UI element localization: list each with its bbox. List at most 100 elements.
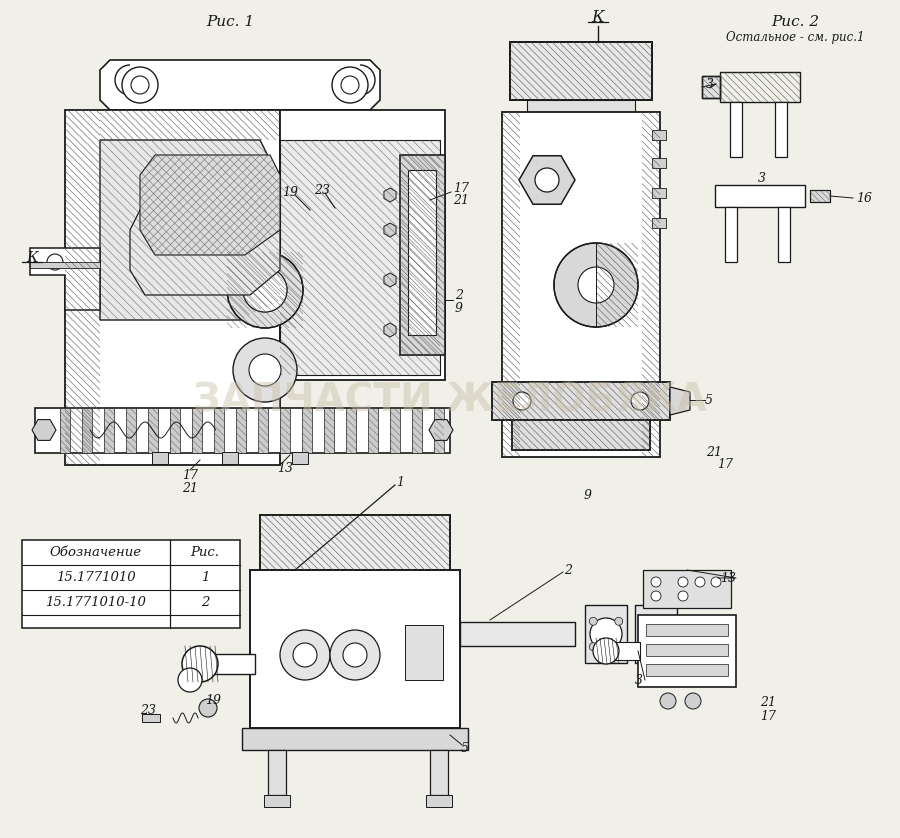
Text: 2: 2 (564, 563, 572, 577)
Bar (148, 408, 158, 453)
Text: 15.1771010: 15.1771010 (56, 571, 136, 584)
Circle shape (332, 67, 368, 103)
Polygon shape (140, 155, 280, 255)
Bar (715, 185, 805, 207)
Circle shape (122, 67, 158, 103)
Circle shape (233, 338, 297, 402)
Bar (30, 262, 100, 268)
Text: Остальное - см. рис.1: Остальное - см. рис.1 (725, 32, 864, 44)
Bar (652, 218, 666, 228)
Text: 13: 13 (277, 462, 293, 474)
Text: 16: 16 (856, 192, 872, 204)
Bar (412, 408, 422, 453)
Bar (35, 408, 450, 453)
Bar (142, 714, 160, 722)
Circle shape (243, 268, 287, 312)
Circle shape (513, 392, 531, 410)
Text: 2: 2 (455, 288, 463, 302)
Bar (260, 515, 450, 570)
Circle shape (615, 618, 623, 625)
Bar (302, 408, 312, 453)
Bar (192, 408, 202, 453)
Circle shape (243, 268, 287, 312)
Bar (646, 644, 728, 656)
Text: 17: 17 (182, 468, 198, 482)
Bar (643, 570, 731, 608)
Text: 3: 3 (706, 77, 714, 91)
Text: 19: 19 (205, 694, 221, 706)
Circle shape (590, 643, 598, 651)
Polygon shape (810, 190, 830, 202)
Text: 21: 21 (453, 194, 469, 206)
Text: 17: 17 (453, 182, 469, 194)
Circle shape (615, 643, 623, 651)
Text: 3: 3 (635, 674, 643, 686)
Bar (608, 642, 640, 660)
Circle shape (678, 577, 688, 587)
Polygon shape (519, 156, 575, 204)
Polygon shape (384, 323, 396, 337)
Circle shape (665, 618, 672, 625)
Circle shape (651, 591, 661, 601)
Bar (292, 452, 308, 464)
Bar (646, 624, 728, 636)
Bar (778, 207, 790, 262)
Circle shape (639, 618, 647, 625)
Bar (22, 540, 240, 628)
Polygon shape (585, 605, 627, 663)
Circle shape (47, 254, 63, 270)
Bar (512, 420, 650, 450)
Bar (408, 170, 436, 335)
Polygon shape (30, 248, 100, 310)
Bar (638, 615, 736, 687)
Circle shape (227, 252, 303, 328)
Bar (405, 625, 443, 680)
Bar (527, 100, 635, 112)
Circle shape (639, 643, 647, 651)
Text: 9: 9 (584, 489, 592, 501)
Bar (725, 207, 737, 262)
Bar (222, 452, 238, 464)
Text: 23: 23 (140, 703, 156, 716)
Circle shape (660, 693, 676, 709)
Bar (400, 155, 445, 355)
Text: 2: 2 (201, 596, 209, 609)
Polygon shape (384, 223, 396, 237)
Bar (368, 408, 378, 453)
Circle shape (293, 643, 317, 667)
Circle shape (182, 646, 218, 682)
Bar (104, 408, 114, 453)
Text: Обозначение: Обозначение (50, 546, 142, 558)
Bar (510, 42, 652, 100)
Bar (652, 188, 666, 198)
Polygon shape (100, 140, 280, 320)
Bar (434, 408, 444, 453)
Bar (430, 750, 448, 795)
Circle shape (695, 577, 705, 587)
Polygon shape (670, 387, 690, 415)
Circle shape (631, 392, 649, 410)
Bar (214, 408, 224, 453)
Bar (730, 102, 742, 157)
Bar (152, 452, 168, 464)
Text: 5: 5 (461, 742, 469, 754)
Circle shape (280, 630, 330, 680)
Circle shape (590, 618, 598, 625)
Circle shape (593, 638, 619, 664)
Bar (268, 750, 286, 795)
Polygon shape (280, 140, 440, 375)
Text: 5: 5 (705, 394, 713, 406)
Text: 17: 17 (717, 458, 733, 470)
Bar (512, 420, 650, 450)
Bar (170, 408, 180, 453)
Circle shape (678, 591, 688, 601)
Bar (82, 408, 92, 453)
Circle shape (341, 76, 359, 94)
Circle shape (178, 668, 202, 692)
Circle shape (685, 693, 701, 709)
Text: К: К (591, 9, 605, 27)
Circle shape (640, 618, 672, 650)
Bar (720, 72, 800, 102)
Polygon shape (32, 420, 56, 441)
Bar (426, 795, 452, 807)
